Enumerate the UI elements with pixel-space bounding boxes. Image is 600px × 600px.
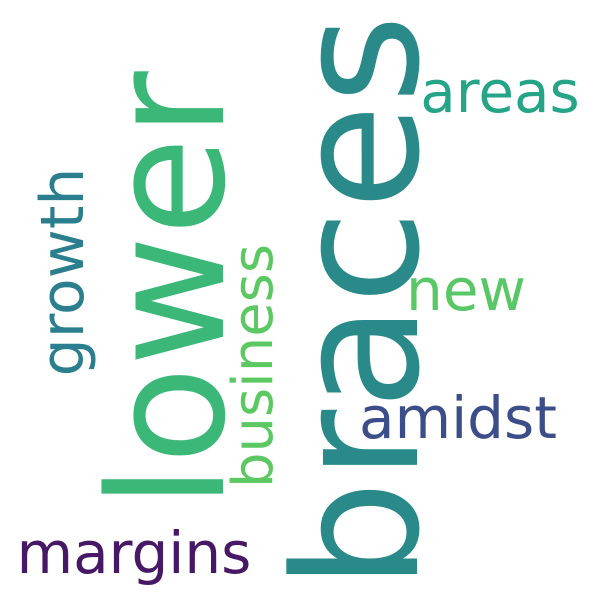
word-margins: margins xyxy=(16,519,252,587)
word-business: business xyxy=(221,243,286,489)
word-amidst: amidst xyxy=(359,384,557,452)
word-new: new xyxy=(406,256,526,324)
word-growth: growth xyxy=(28,167,98,377)
word-areas: areas xyxy=(420,58,580,126)
